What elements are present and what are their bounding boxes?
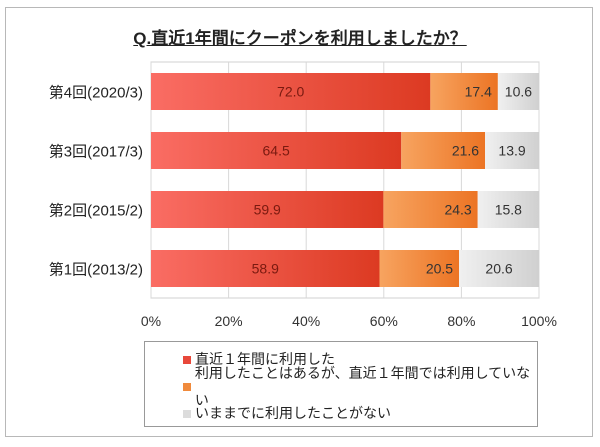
bar-segment [477, 191, 539, 228]
legend-swatch [183, 382, 191, 391]
bar-segment [485, 132, 539, 169]
category-label: 第1回(2013/2) [49, 261, 143, 279]
x-tick-label: 40% [292, 313, 320, 329]
legend-item: 利用したことはあるが、直近１年間では利用していない [183, 365, 537, 408]
legend-item: いままでに利用したことがない [183, 400, 537, 427]
bar-segment [401, 132, 486, 169]
bar-segment [459, 250, 539, 287]
legend-label: 直近１年間に利用した [195, 351, 335, 367]
x-tick-label: 80% [447, 313, 475, 329]
bar-segment [151, 73, 431, 110]
legend-label: 利用したことはあるが、直近１年間では利用していない [194, 364, 531, 408]
bar-segment [151, 132, 402, 169]
legend: 直近１年間に利用した 利用したことはあるが、直近１年間では利用していない いままでに… [144, 341, 538, 427]
data-label: 72.0 [277, 84, 304, 100]
data-label: 20.5 [426, 261, 453, 277]
bar-segment [151, 191, 384, 228]
data-label: 17.4 [465, 84, 492, 100]
category-label: 第2回(2015/2) [49, 202, 143, 220]
chart-title: Q.直近1年間にクーポンを利用しましたか？ [133, 29, 467, 48]
chart-frame [5, 7, 593, 437]
data-label: 64.5 [263, 143, 290, 159]
data-label: 13.9 [498, 143, 525, 159]
data-label: 10.6 [505, 84, 532, 100]
category-label: 第4回(2020/3) [49, 84, 143, 102]
x-tick-label: 20% [215, 313, 243, 329]
x-tick-label: 60% [370, 313, 398, 329]
bar-segment [430, 73, 498, 110]
bar-segment [379, 250, 460, 287]
legend-item: 直近１年間に利用した [183, 346, 537, 373]
data-label: 15.8 [495, 202, 522, 218]
bar-segment [497, 73, 539, 110]
data-label: 59.9 [254, 202, 281, 218]
x-tick-label: 100% [521, 313, 557, 329]
legend-label: いままでに利用したことがない [195, 405, 391, 421]
bar-segment [151, 250, 380, 287]
bar-segment [383, 191, 478, 228]
data-label: 21.6 [452, 143, 479, 159]
data-label: 20.6 [485, 261, 512, 277]
data-label: 58.9 [252, 261, 279, 277]
legend-swatch [183, 355, 191, 364]
category-label: 第3回(2017/3) [49, 143, 143, 161]
data-label: 24.3 [444, 202, 471, 218]
legend-swatch [183, 409, 191, 418]
x-tick-label: 0% [141, 313, 161, 329]
